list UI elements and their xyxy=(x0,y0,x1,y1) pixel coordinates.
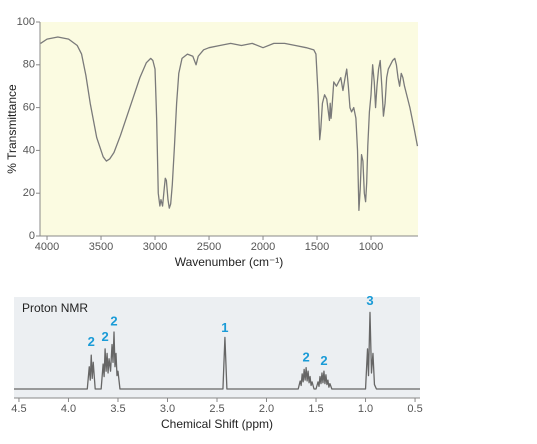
x-tick-label: 1000 xyxy=(359,241,383,253)
x-axis-label: Wavenumber (cm⁻¹) xyxy=(175,255,284,269)
x-tick-label: 2500 xyxy=(197,241,221,253)
y-tick-label: 80 xyxy=(23,59,35,71)
x-tick-label: 3500 xyxy=(89,241,113,253)
x-tick-label: 4.0 xyxy=(61,403,76,415)
x-tick-label: 4.5 xyxy=(11,403,26,415)
x-tick-label: 3.5 xyxy=(110,403,125,415)
y-tick-label: 0 xyxy=(29,230,35,242)
y-axis-label: % Transmittance xyxy=(5,84,19,174)
x-tick-label: 2.5 xyxy=(209,403,224,415)
x-tick-label: 2.0 xyxy=(259,403,274,415)
plot-area xyxy=(40,22,418,236)
x-tick-label: 1500 xyxy=(305,241,329,253)
annotation: 2 xyxy=(101,329,108,344)
y-tick-label: 60 xyxy=(23,102,35,114)
spectrum-line xyxy=(40,36,419,211)
y-tick-label: 20 xyxy=(23,187,35,199)
annotation: 1 xyxy=(221,320,228,335)
annotation: 2 xyxy=(110,314,117,329)
x-tick-label: 0.5 xyxy=(407,403,422,415)
annotation: 2 xyxy=(88,334,95,349)
plot-area xyxy=(14,297,420,398)
y-tick-label: 100 xyxy=(17,16,35,28)
chart-title: Proton NMR xyxy=(22,301,88,315)
x-tick-label: 4000 xyxy=(35,241,59,253)
x-tick-label: 3.0 xyxy=(160,403,175,415)
x-axis-label: Chemical Shift (ppm) xyxy=(161,417,273,431)
annotation: 2 xyxy=(320,353,327,368)
x-tick-label: 3000 xyxy=(143,241,167,253)
x-tick-label: 1.0 xyxy=(358,403,373,415)
annotation: 2 xyxy=(303,349,310,364)
spectrum-line xyxy=(14,311,420,390)
x-tick-label: 1.5 xyxy=(308,403,323,415)
y-tick-label: 40 xyxy=(23,144,35,156)
annotation: 3 xyxy=(366,293,373,308)
x-tick-label: 2000 xyxy=(251,241,275,253)
